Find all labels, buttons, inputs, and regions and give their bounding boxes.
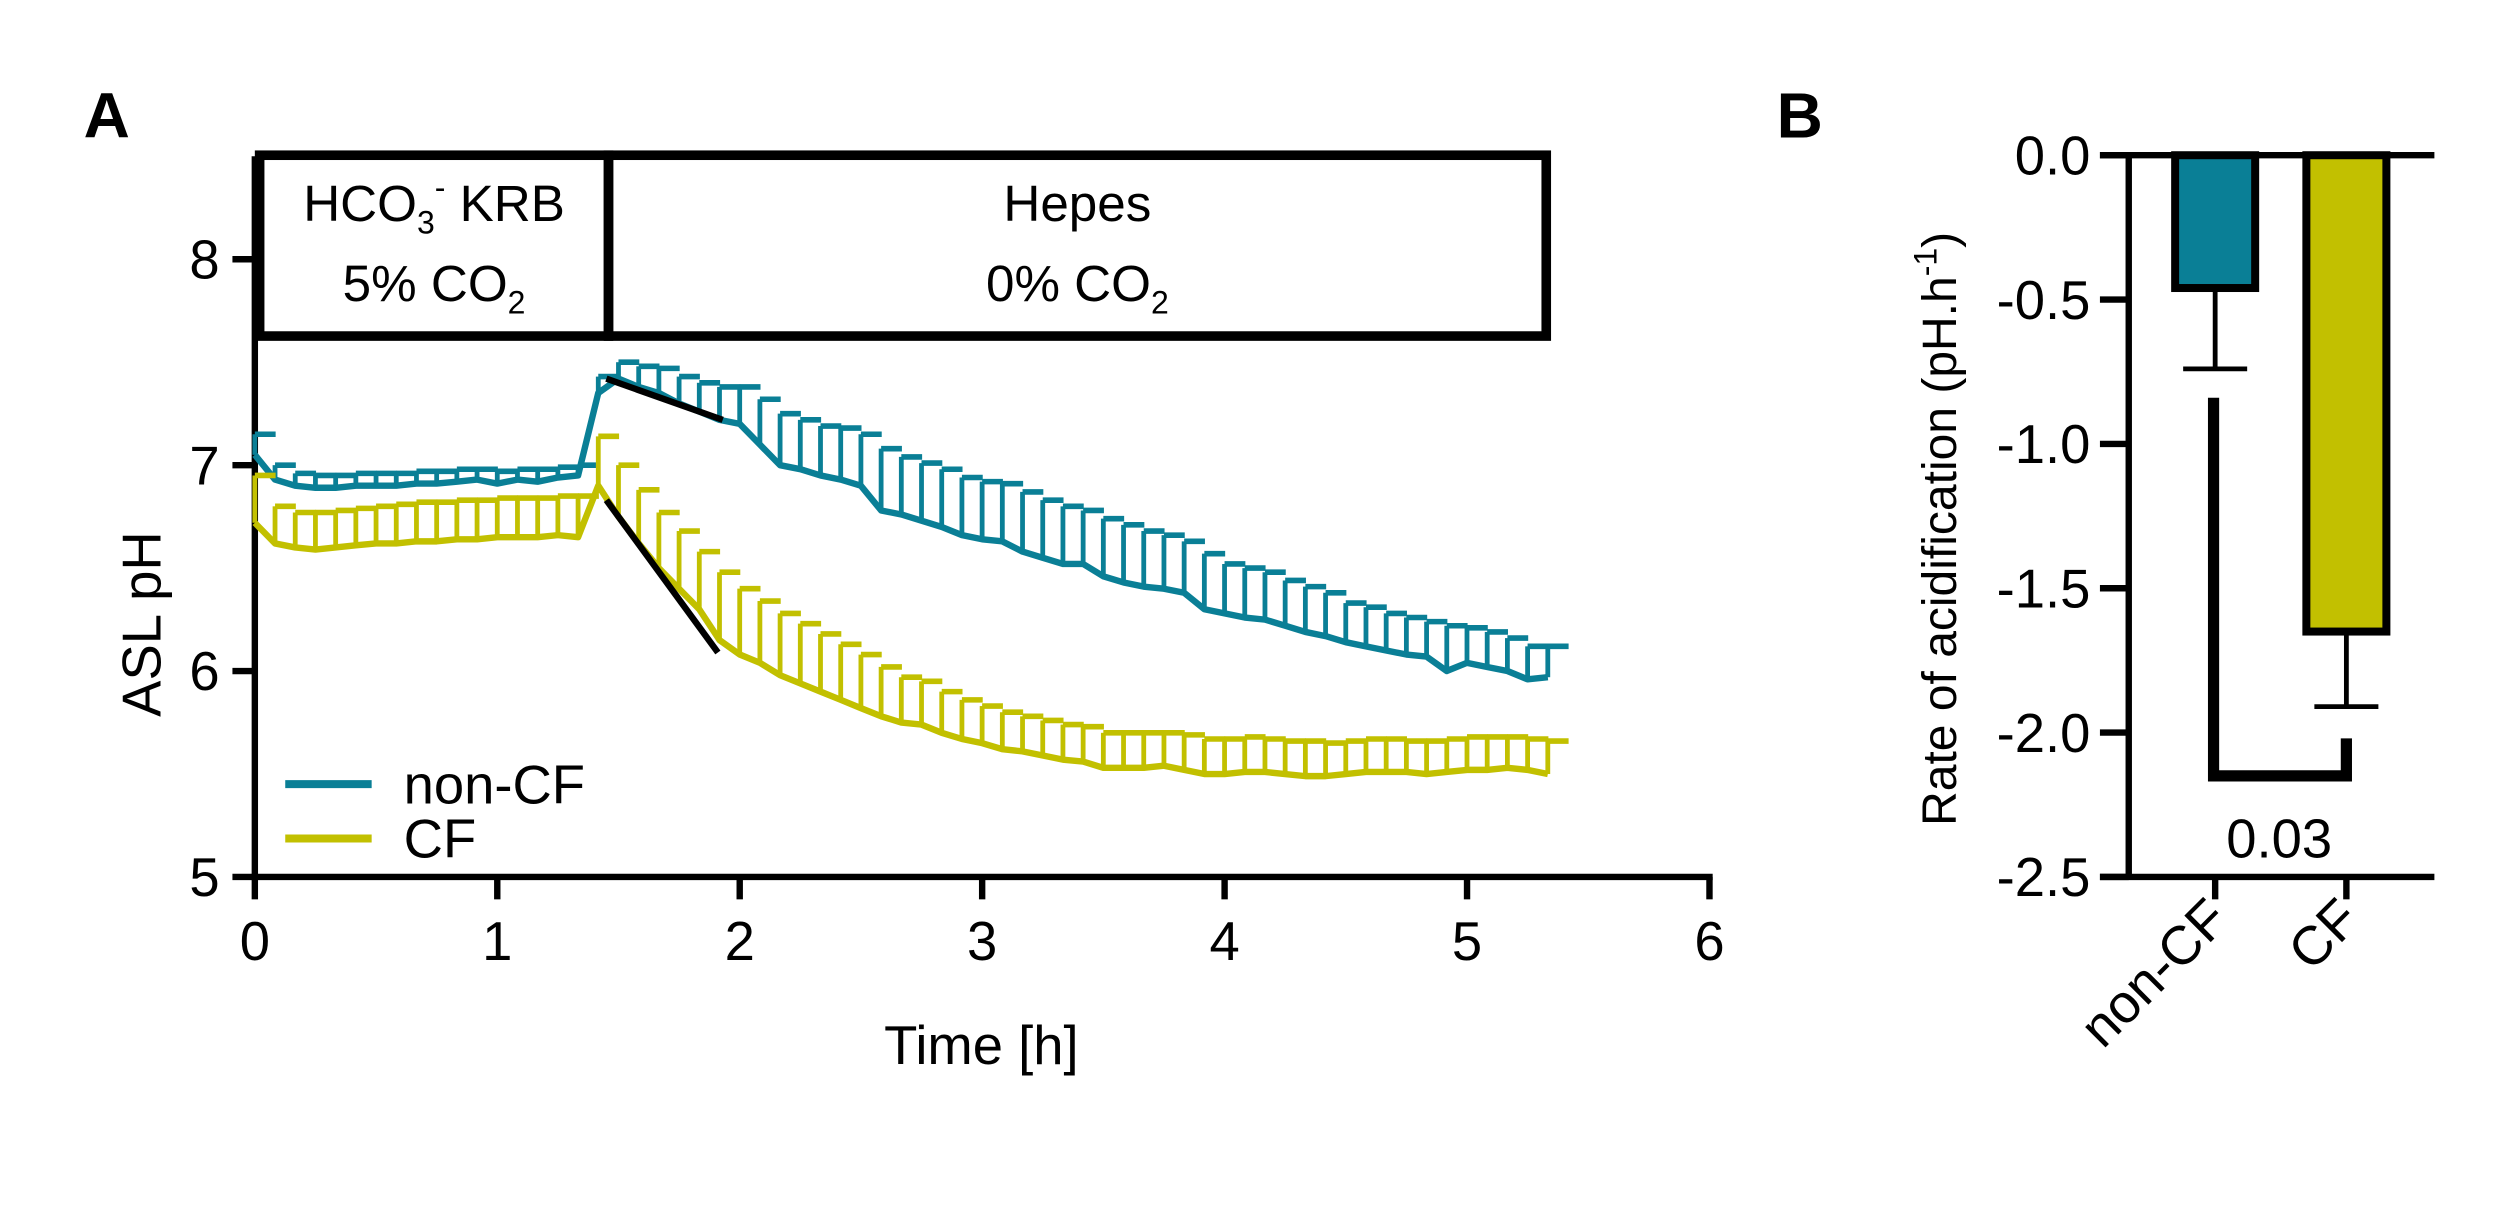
x-tick-label: 0	[240, 911, 270, 972]
legend-label: non-CF	[404, 754, 585, 815]
superscript: -1	[1908, 248, 1944, 276]
mean-line	[252, 482, 1549, 780]
phase-text: Hepes	[1003, 175, 1151, 232]
phase-text: HCO	[303, 175, 417, 232]
phase-label-line1: HCO3- KRB	[303, 169, 565, 240]
x-tick-label: 4	[1209, 911, 1239, 972]
phase-box	[603, 150, 1552, 341]
x-tick-label: CF	[2276, 887, 2370, 981]
y-axis-label: Rate of acidification (pH.h-1)	[1908, 232, 1967, 826]
series-non-cf	[252, 359, 1569, 683]
panel-label-a: A	[84, 80, 130, 152]
subscript: 2	[508, 285, 526, 321]
y-tick-label: -2.5	[1997, 847, 2091, 908]
bar-cf	[2302, 151, 2391, 636]
x-tick-label: 5	[1452, 911, 1482, 972]
bar-non-cf	[2171, 151, 2260, 293]
subscript: 3	[417, 205, 435, 241]
mean-line	[252, 375, 1549, 683]
phase-text: 5% CO	[343, 255, 508, 312]
phase-label-line2: 0% CO2	[986, 255, 1169, 321]
label-text: )	[1914, 232, 1967, 248]
phase-text: KRB	[445, 175, 564, 232]
x-tick-label: 6	[1694, 911, 1724, 972]
y-tick-label: -1.5	[1997, 558, 2091, 619]
series-cf	[252, 433, 1569, 780]
panel-label-b: B	[1777, 80, 1823, 152]
phase-label-line1: Hepes	[1003, 175, 1151, 232]
y-tick-label: -0.5	[1997, 270, 2091, 331]
y-tick-label: 5	[189, 847, 219, 908]
y-axis-label: ASL pH	[111, 531, 172, 716]
y-tick-label: -1.0	[1997, 414, 2091, 475]
p-value-label: 0.03	[2226, 809, 2332, 870]
x-axis-label: Time [h]	[884, 1015, 1078, 1076]
legend-label: CF	[404, 809, 477, 870]
fit-line-non-cf	[605, 375, 724, 423]
y-tick-label: 8	[189, 229, 219, 290]
y-tick-label: 6	[189, 641, 219, 702]
phase-text: 0% CO	[986, 255, 1151, 312]
x-tick-label: 2	[725, 911, 755, 972]
subscript: 2	[1151, 285, 1169, 321]
y-tick-label: 7	[189, 435, 219, 496]
x-tick-label: 1	[482, 911, 512, 972]
x-tick-label: non-CF	[2068, 887, 2239, 1058]
fit-line-cf	[603, 498, 721, 655]
significance-bracket	[2207, 397, 2352, 782]
y-tick-label: -2.0	[1997, 703, 2091, 764]
x-tick-label: 3	[967, 911, 997, 972]
y-tick-label: 0.0	[2015, 125, 2091, 186]
superscript: -	[435, 169, 446, 205]
label-text: Rate of acidification (pH.h	[1914, 276, 1967, 826]
phase-label-line2: 5% CO2	[343, 255, 526, 321]
panel-b-bar-chart: 0.0 -0.5 -1.0 -1.5 -2.0 -2.5 Rate of acidifica…	[1908, 125, 2435, 1058]
